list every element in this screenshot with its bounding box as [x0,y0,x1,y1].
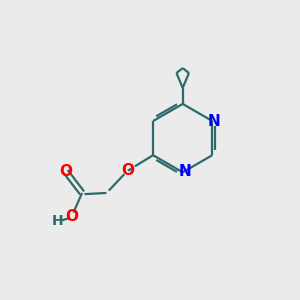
Text: O: O [121,163,134,178]
Text: O: O [59,164,72,179]
Text: H: H [52,214,63,228]
Text: N: N [178,164,191,179]
Text: N: N [208,114,221,129]
Text: O: O [65,209,78,224]
